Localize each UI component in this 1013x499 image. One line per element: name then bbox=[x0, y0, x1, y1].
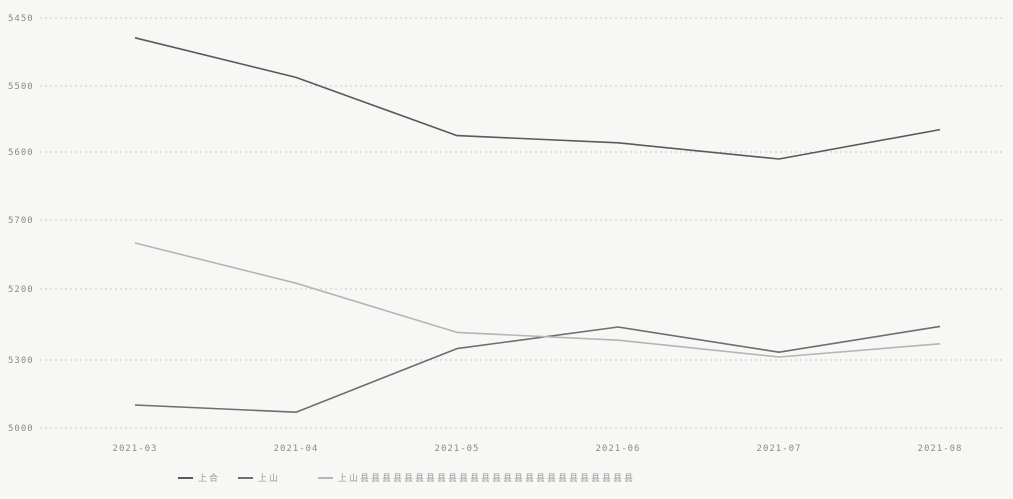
series-line-1 bbox=[134, 37, 941, 160]
legend-label-2: 上山 bbox=[258, 473, 280, 484]
y-axis-ticks: 5450 5500 5600 5700 5200 5300 5000 bbox=[8, 14, 34, 434]
y-tick-label: 5300 bbox=[8, 356, 34, 366]
series-line-2 bbox=[134, 325, 941, 414]
legend-label-3: 上山县县县县县县县县县县县县县县县县县县县县县县县县县 bbox=[338, 473, 635, 484]
series-lines bbox=[134, 37, 941, 414]
grid-lines bbox=[40, 17, 1005, 429]
y-tick-label: 5450 bbox=[8, 14, 34, 24]
y-tick-label: 5500 bbox=[8, 82, 34, 92]
x-tick-label: 2021-03 bbox=[113, 444, 158, 454]
x-axis-ticks: 2021-03 2021-04 2021-05 2021-06 2021-07 2021-… bbox=[113, 444, 963, 454]
y-tick-label: 5000 bbox=[8, 424, 34, 434]
x-tick-label: 2021-06 bbox=[596, 444, 641, 454]
y-tick-label: 5700 bbox=[8, 216, 34, 226]
y-tick-label: 5600 bbox=[8, 148, 34, 158]
series-line-3 bbox=[134, 242, 941, 358]
legend-label-1: 上合 bbox=[198, 472, 220, 484]
y-tick-label: 5200 bbox=[8, 285, 34, 295]
x-tick-label: 2021-07 bbox=[757, 444, 802, 454]
legend: 上合 上山 上山县县县县县县县县县县县县县县县县县县县县县县县县县 bbox=[178, 472, 635, 484]
x-tick-label: 2021-05 bbox=[435, 444, 480, 454]
x-tick-label: 2021-08 bbox=[918, 444, 963, 454]
x-tick-label: 2021-04 bbox=[274, 444, 319, 454]
